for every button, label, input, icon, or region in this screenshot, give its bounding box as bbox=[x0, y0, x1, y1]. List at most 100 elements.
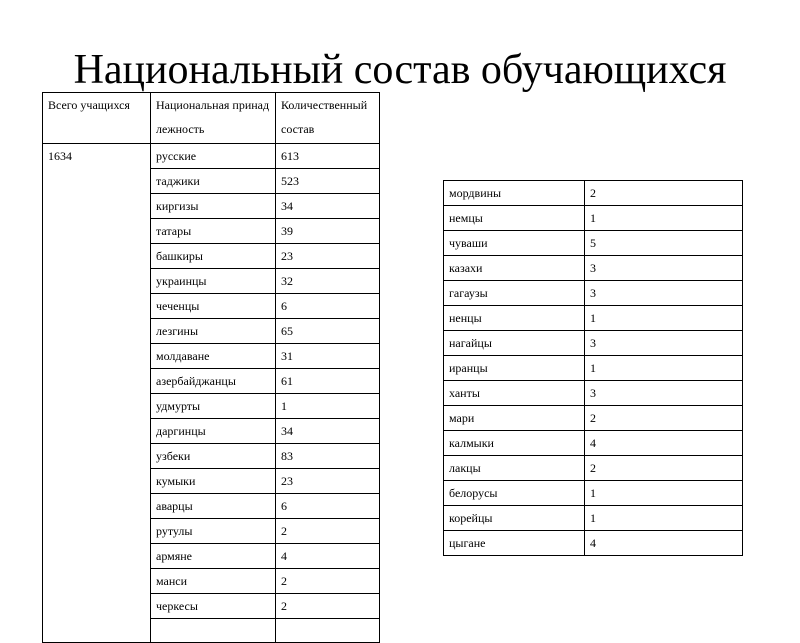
count-cell: 83 bbox=[275, 443, 380, 469]
table-row: ненцы 1 bbox=[443, 305, 743, 331]
count-cell: 2 bbox=[275, 593, 380, 619]
nationality-cell: ненцы bbox=[443, 305, 585, 331]
nationality-cell: азербайджанцы bbox=[150, 368, 276, 394]
table-row: иранцы 1 bbox=[443, 355, 743, 381]
count-cell: 1 bbox=[584, 305, 743, 331]
count-cell: 4 bbox=[584, 430, 743, 456]
table-row: чуваши 5 bbox=[443, 230, 743, 256]
table-row: ханты 3 bbox=[443, 380, 743, 406]
count-cell: 1 bbox=[584, 205, 743, 231]
table-row: башкиры 23 bbox=[43, 243, 380, 269]
count-cell: 2 bbox=[584, 180, 743, 206]
header-cell: Всего учащихся bbox=[42, 92, 151, 144]
nationality-cell: рутулы bbox=[150, 518, 276, 544]
nationality-cell: лезгины bbox=[150, 318, 276, 344]
nationality-cell: гагаузы bbox=[443, 280, 585, 306]
nationality-cell: мари bbox=[443, 405, 585, 431]
empty-cell bbox=[150, 618, 276, 643]
nationality-cell: лакцы bbox=[443, 455, 585, 481]
table-row: аварцы 6 bbox=[43, 493, 380, 519]
count-cell: 2 bbox=[584, 405, 743, 431]
table-row: мари 2 bbox=[443, 405, 743, 431]
nationality-cell: чуваши bbox=[443, 230, 585, 256]
table-row: белорусы 1 bbox=[443, 480, 743, 506]
table-row: корейцы 1 bbox=[443, 505, 743, 531]
table-row: даргинцы 34 bbox=[43, 418, 380, 444]
nationality-cell: иранцы bbox=[443, 355, 585, 381]
slide-title: Национальный состав обучающихся bbox=[73, 47, 727, 93]
nationality-cell: цыгане bbox=[443, 530, 585, 556]
nationality-cell: манси bbox=[150, 568, 276, 594]
table-row: цыгане 4 bbox=[443, 530, 743, 556]
count-cell: 4 bbox=[275, 543, 380, 569]
count-cell: 1 bbox=[584, 505, 743, 531]
count-cell: 6 bbox=[275, 293, 380, 319]
nationality-cell: удмурты bbox=[150, 393, 276, 419]
count-cell: 32 bbox=[275, 268, 380, 294]
nationality-cell: ханты bbox=[443, 380, 585, 406]
nationality-cell: черкесы bbox=[150, 593, 276, 619]
count-cell: 4 bbox=[584, 530, 743, 556]
count-cell: 31 bbox=[275, 343, 380, 369]
count-cell: 3 bbox=[584, 380, 743, 406]
count-cell: 1 bbox=[584, 480, 743, 506]
nationality-cell: армяне bbox=[150, 543, 276, 569]
nationality-cell: немцы bbox=[443, 205, 585, 231]
count-cell: 34 bbox=[275, 418, 380, 444]
count-cell: 23 bbox=[275, 468, 380, 494]
count-cell: 23 bbox=[275, 243, 380, 269]
nationality-cell: кумыки bbox=[150, 468, 276, 494]
left-table: Всего учащихся Национальная принадлежност… bbox=[42, 92, 380, 643]
count-cell: 1 bbox=[584, 355, 743, 381]
table-row: казахи 3 bbox=[443, 255, 743, 281]
header-cell: Национальная принадлежность bbox=[150, 92, 276, 144]
table-row: чеченцы 6 bbox=[43, 293, 380, 319]
header-row: Всего учащихся Национальная принадлежност… bbox=[42, 92, 380, 144]
count-cell: 3 bbox=[584, 255, 743, 281]
nationality-cell: корейцы bbox=[443, 505, 585, 531]
table-row: татары 39 bbox=[43, 218, 380, 244]
nationality-cell: белорусы bbox=[443, 480, 585, 506]
count-cell: 613 bbox=[275, 143, 380, 169]
table-row: удмурты 1 bbox=[43, 393, 380, 419]
table-row: немцы 1 bbox=[443, 205, 743, 231]
table-row: лакцы 2 bbox=[443, 455, 743, 481]
nationality-cell: украинцы bbox=[150, 268, 276, 294]
nationality-cell: молдаване bbox=[150, 343, 276, 369]
nationality-cell: даргинцы bbox=[150, 418, 276, 444]
nationality-cell: татары bbox=[150, 218, 276, 244]
table-row: узбеки 83 bbox=[43, 443, 380, 469]
count-cell: 3 bbox=[584, 280, 743, 306]
count-cell: 1 bbox=[275, 393, 380, 419]
right-table: мордвины 2 немцы 1 чуваши 5 казахи 3 гагаузы 3 нен… bbox=[443, 180, 743, 556]
table-row: мордвины 2 bbox=[443, 180, 743, 206]
table-row: таджики 523 bbox=[43, 168, 380, 194]
count-cell: 65 bbox=[275, 318, 380, 344]
count-cell: 34 bbox=[275, 193, 380, 219]
count-cell: 2 bbox=[275, 568, 380, 594]
nationality-cell: аварцы bbox=[150, 493, 276, 519]
empty-cell bbox=[275, 618, 380, 643]
count-cell: 6 bbox=[275, 493, 380, 519]
table-row: азербайджанцы 61 bbox=[43, 368, 380, 394]
table-row: нагайцы 3 bbox=[443, 330, 743, 356]
table-row: калмыки 4 bbox=[443, 430, 743, 456]
table-row: лезгины 65 bbox=[43, 318, 380, 344]
table-row: украинцы 32 bbox=[43, 268, 380, 294]
nationality-cell: чеченцы bbox=[150, 293, 276, 319]
count-cell: 3 bbox=[584, 330, 743, 356]
nationality-cell: мордвины bbox=[443, 180, 585, 206]
nationality-cell: русские bbox=[150, 143, 276, 169]
table-row: 1634 русские 613 bbox=[42, 143, 380, 643]
count-cell: 5 bbox=[584, 230, 743, 256]
total-cell: 1634 bbox=[42, 143, 151, 643]
count-cell: 2 bbox=[275, 518, 380, 544]
nationality-cell: нагайцы bbox=[443, 330, 585, 356]
table-row: киргизы 34 bbox=[43, 193, 380, 219]
count-cell: 61 bbox=[275, 368, 380, 394]
page: Национальный состав обучающихся Всего уч… bbox=[42, 47, 743, 643]
nationality-cell: киргизы bbox=[150, 193, 276, 219]
nationality-cell: калмыки bbox=[443, 430, 585, 456]
nationality-cell: казахи bbox=[443, 255, 585, 281]
nationality-cell: узбеки bbox=[150, 443, 276, 469]
